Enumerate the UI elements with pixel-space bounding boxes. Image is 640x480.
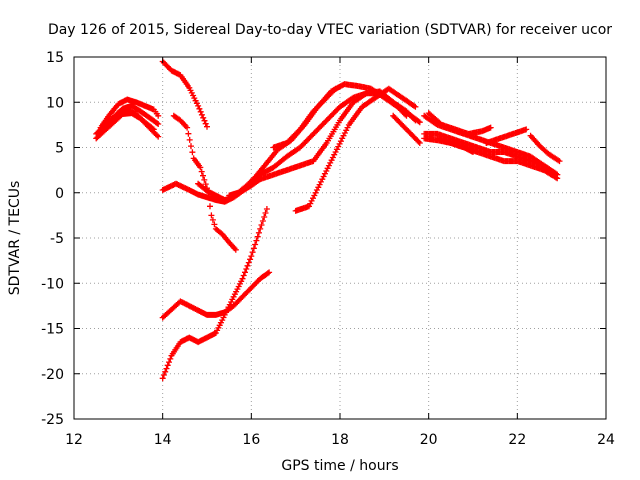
- x-tick-label: 14: [154, 432, 172, 448]
- data-points-track-11: [270, 85, 339, 151]
- data-points-track-4: [97, 106, 157, 136]
- y-tick-label: -10: [41, 276, 64, 292]
- y-tick-label: -15: [41, 322, 64, 338]
- data-points-track-10: [292, 85, 419, 214]
- data-points-track-18: [425, 110, 494, 137]
- series-track-3: [97, 96, 162, 131]
- y-tick-label: 5: [55, 141, 64, 157]
- x-tick-label: 18: [331, 432, 349, 448]
- series-track-19: [483, 126, 530, 146]
- data-points-track-12: [390, 112, 423, 146]
- x-tick-label: 24: [597, 432, 615, 448]
- x-tick-label: 20: [420, 432, 438, 448]
- ticks-layer: 12 14 16 18 20 22 24 -25 -20 -15 -10 -5 0 5 10 15: [41, 50, 615, 448]
- series-track-12: [390, 112, 423, 146]
- y-tick-label: -25: [41, 412, 64, 428]
- data-points-track-3: [97, 96, 162, 131]
- data-points-track-20: [527, 132, 563, 165]
- points-layer: [93, 58, 563, 382]
- y-tick-label: 0: [55, 186, 64, 202]
- series-track-4: [97, 106, 157, 136]
- plot-frame: [73, 56, 607, 420]
- x-tick-label: 12: [65, 432, 83, 448]
- series-track-14: [159, 206, 270, 382]
- y-tick-label: 10: [46, 95, 64, 111]
- series-track-21: [434, 135, 476, 155]
- series-track-20: [527, 132, 563, 165]
- y-tick-label: -5: [50, 231, 64, 247]
- series-track-16: [421, 130, 561, 178]
- series-track-11: [270, 85, 339, 151]
- series-track-18: [425, 110, 494, 137]
- chart-title: Day 126 of 2015, Sidereal Day-to-day VTE…: [48, 22, 612, 38]
- data-points-track-14: [159, 206, 270, 382]
- data-points-track-16: [421, 130, 561, 178]
- x-tick-label: 16: [242, 432, 260, 448]
- y-tick-label: 15: [46, 50, 64, 66]
- series-track-10: [292, 85, 419, 214]
- data-points-track-21: [434, 135, 476, 155]
- x-tick-label: 22: [508, 432, 526, 448]
- x-axis-label: GPS time / hours: [281, 458, 398, 474]
- y-tick-label: -20: [41, 367, 64, 383]
- data-points-track-19: [483, 126, 530, 146]
- y-axis-label: SDTVAR / TECUs: [7, 181, 23, 296]
